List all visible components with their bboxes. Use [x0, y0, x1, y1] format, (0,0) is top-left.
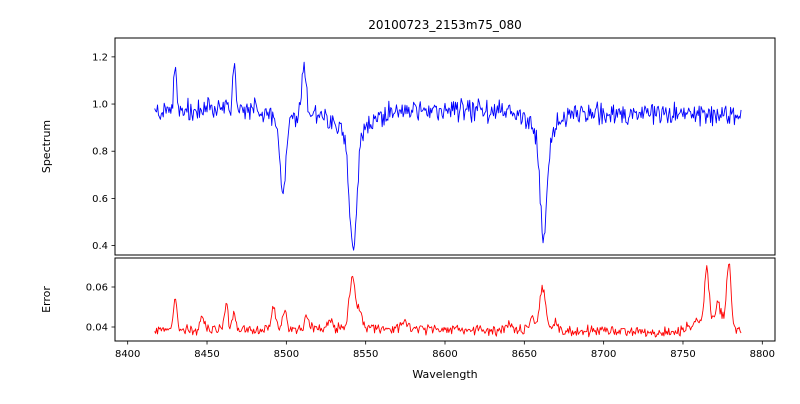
x-tick-label: 8550	[353, 349, 378, 360]
x-tick-label: 8650	[512, 349, 537, 360]
x-tick-label: 8500	[274, 349, 299, 360]
spectrum-y-tick-label: 0.8	[92, 147, 108, 158]
error-line	[154, 263, 742, 338]
x-tick-label: 8600	[432, 349, 457, 360]
chart-title: 20100723_2153m75_080	[368, 18, 521, 32]
x-tick-label: 8800	[750, 349, 775, 360]
x-axis-label: Wavelength	[412, 368, 477, 381]
spectrum-y-tick-label: 1.2	[92, 52, 108, 63]
error-y-axis-label: Error	[40, 286, 53, 313]
spectrum-y-tick-label: 1.0	[92, 100, 108, 111]
axis-ticks: 0.4 0.6 0.8 1.0 1.2 0.04 0.06 8400 8450 8500 8550 8…	[86, 52, 775, 360]
spectrum-panel: Spectrum	[40, 37, 776, 256]
spectrum-axes-box	[114, 37, 776, 256]
spectrum-y-tick-label: 0.6	[92, 194, 108, 205]
x-tick-label: 8750	[670, 349, 695, 360]
error-y-tick-label: 0.06	[86, 283, 108, 294]
spectrum-y-tick-label: 0.4	[92, 241, 108, 252]
x-tick-label: 8450	[194, 349, 219, 360]
x-tick-label: 8400	[115, 349, 140, 360]
spectrum-y-axis-label: Spectrum	[40, 120, 53, 173]
error-panel: Error	[40, 257, 776, 342]
x-tick-label: 8700	[591, 349, 616, 360]
spectrum-line	[154, 61, 742, 251]
error-y-tick-label: 0.04	[86, 323, 108, 334]
